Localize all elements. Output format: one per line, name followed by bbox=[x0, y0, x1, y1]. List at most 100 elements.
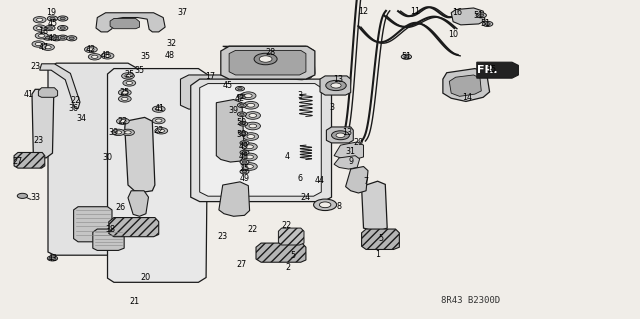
Text: 9: 9 bbox=[348, 157, 353, 166]
Circle shape bbox=[33, 17, 46, 23]
Text: 51: 51 bbox=[401, 52, 412, 61]
Circle shape bbox=[237, 94, 246, 99]
Polygon shape bbox=[362, 229, 399, 249]
Circle shape bbox=[246, 155, 253, 159]
Polygon shape bbox=[108, 69, 208, 282]
Circle shape bbox=[240, 113, 244, 115]
Circle shape bbox=[51, 36, 61, 41]
Text: 48: 48 bbox=[100, 51, 111, 60]
Circle shape bbox=[152, 117, 165, 124]
Circle shape bbox=[158, 129, 164, 132]
Circle shape bbox=[331, 83, 341, 88]
Circle shape bbox=[249, 114, 257, 117]
Circle shape bbox=[237, 103, 246, 108]
Polygon shape bbox=[200, 84, 321, 196]
Polygon shape bbox=[180, 75, 237, 109]
Circle shape bbox=[125, 131, 131, 134]
Polygon shape bbox=[334, 142, 364, 159]
Circle shape bbox=[240, 141, 249, 145]
Text: 25: 25 bbox=[120, 88, 130, 97]
Circle shape bbox=[116, 118, 129, 124]
Text: 42: 42 bbox=[235, 94, 245, 103]
Polygon shape bbox=[128, 191, 148, 216]
Circle shape bbox=[240, 150, 249, 155]
Text: 19: 19 bbox=[46, 8, 56, 17]
Text: 45: 45 bbox=[47, 19, 58, 28]
Circle shape bbox=[326, 80, 346, 91]
Polygon shape bbox=[38, 88, 58, 97]
Text: 29: 29 bbox=[353, 138, 364, 147]
Polygon shape bbox=[32, 89, 54, 158]
Circle shape bbox=[60, 17, 65, 20]
Circle shape bbox=[246, 145, 253, 149]
Circle shape bbox=[36, 18, 43, 21]
Circle shape bbox=[47, 16, 58, 21]
Text: 41: 41 bbox=[24, 90, 34, 99]
Text: 16: 16 bbox=[452, 8, 463, 17]
Text: FR.: FR. bbox=[477, 65, 498, 75]
Text: 15: 15 bbox=[486, 65, 497, 74]
Circle shape bbox=[238, 88, 243, 90]
Circle shape bbox=[33, 25, 46, 31]
Text: 8: 8 bbox=[337, 202, 342, 211]
Text: 35: 35 bbox=[134, 66, 145, 75]
Circle shape bbox=[45, 26, 55, 31]
Polygon shape bbox=[449, 75, 481, 96]
Text: 47: 47 bbox=[38, 43, 49, 52]
Text: 21: 21 bbox=[129, 297, 140, 306]
Circle shape bbox=[259, 56, 272, 62]
Text: 23: 23 bbox=[218, 232, 228, 241]
Circle shape bbox=[112, 129, 125, 136]
Text: 4: 4 bbox=[284, 152, 289, 161]
Circle shape bbox=[237, 112, 246, 116]
Text: 50: 50 bbox=[237, 130, 247, 139]
Circle shape bbox=[247, 103, 255, 107]
Text: 13: 13 bbox=[333, 75, 343, 84]
Text: 10: 10 bbox=[448, 30, 458, 39]
Text: 22: 22 bbox=[154, 126, 164, 135]
Circle shape bbox=[152, 106, 165, 112]
Polygon shape bbox=[256, 243, 306, 262]
Circle shape bbox=[42, 44, 54, 50]
Circle shape bbox=[244, 94, 252, 98]
Text: 32: 32 bbox=[166, 39, 177, 48]
Circle shape bbox=[118, 89, 131, 96]
Circle shape bbox=[476, 13, 486, 18]
Circle shape bbox=[88, 54, 101, 60]
Text: 22: 22 bbox=[248, 225, 258, 234]
Circle shape bbox=[242, 153, 257, 161]
Circle shape bbox=[243, 170, 247, 173]
Circle shape bbox=[60, 27, 65, 29]
Circle shape bbox=[50, 17, 55, 20]
Circle shape bbox=[122, 97, 128, 100]
Circle shape bbox=[242, 143, 257, 151]
Text: 1: 1 bbox=[375, 250, 380, 259]
Circle shape bbox=[45, 46, 51, 49]
Text: 20: 20 bbox=[141, 273, 151, 282]
Polygon shape bbox=[110, 19, 140, 29]
Text: 23: 23 bbox=[33, 136, 44, 145]
Circle shape bbox=[58, 35, 68, 40]
Text: 8R43 B2300D: 8R43 B2300D bbox=[441, 296, 500, 305]
Circle shape bbox=[17, 193, 28, 198]
Circle shape bbox=[38, 34, 45, 37]
Text: 33: 33 bbox=[30, 193, 40, 202]
Text: 24: 24 bbox=[301, 193, 311, 202]
Circle shape bbox=[246, 165, 253, 168]
Circle shape bbox=[84, 46, 97, 53]
Text: 41: 41 bbox=[155, 104, 165, 113]
Text: 30: 30 bbox=[102, 153, 113, 162]
Polygon shape bbox=[93, 229, 124, 250]
Circle shape bbox=[120, 120, 126, 123]
Circle shape bbox=[47, 256, 58, 261]
Text: 28: 28 bbox=[265, 48, 275, 57]
Text: 45: 45 bbox=[222, 81, 232, 90]
Circle shape bbox=[236, 86, 244, 91]
Circle shape bbox=[240, 169, 249, 174]
Circle shape bbox=[240, 95, 244, 98]
Text: 26: 26 bbox=[115, 203, 125, 212]
Text: 25: 25 bbox=[124, 70, 134, 79]
Polygon shape bbox=[219, 182, 250, 216]
Circle shape bbox=[50, 257, 55, 260]
Circle shape bbox=[479, 14, 484, 17]
